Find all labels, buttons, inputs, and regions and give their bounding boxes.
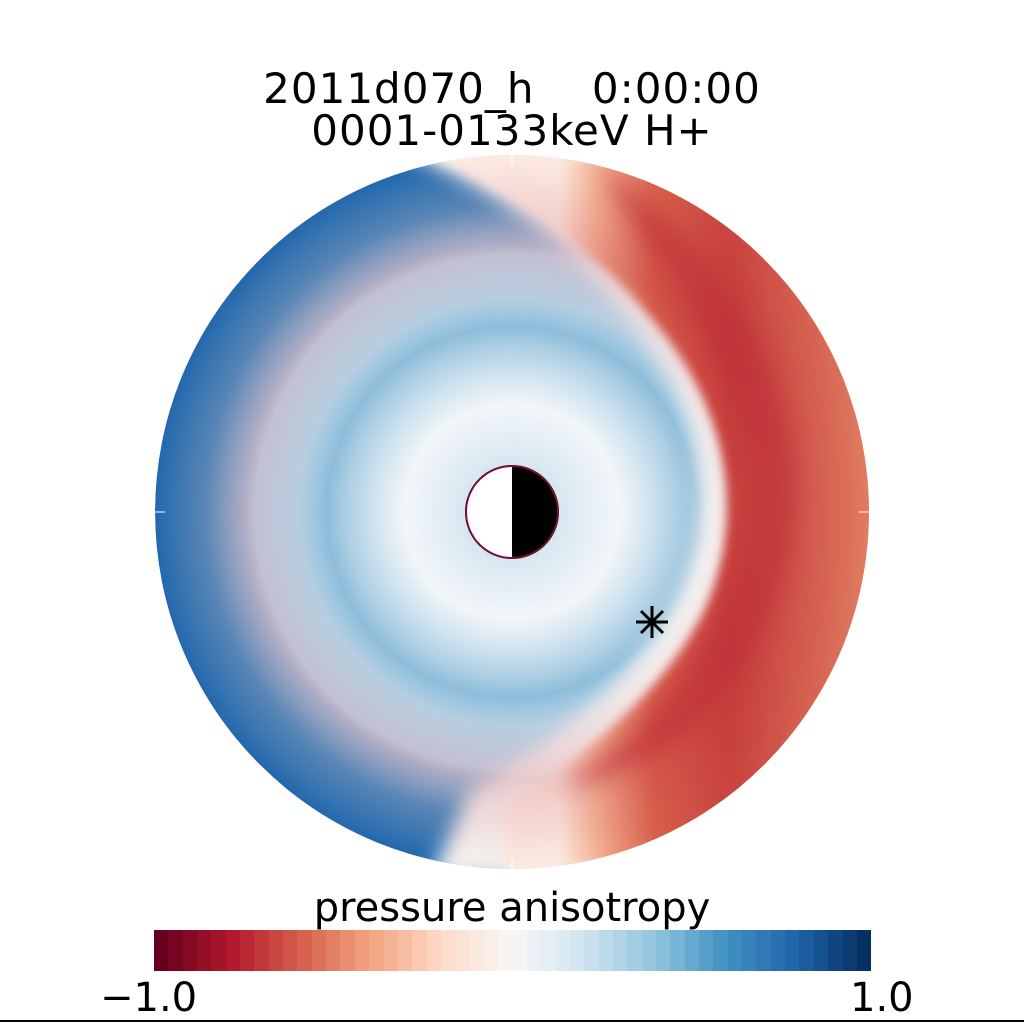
- colorbar-segment: [813, 930, 829, 971]
- colorbar-segment: [369, 930, 384, 971]
- colorbar-segment: [512, 930, 527, 971]
- colorbar-segment: [727, 930, 743, 971]
- colorbar-segment: [670, 930, 685, 971]
- colorbar-segment: [656, 930, 671, 971]
- axis-ticks: [155, 155, 869, 869]
- colorbar-segment: [211, 930, 226, 971]
- colorbar-segment: [555, 930, 570, 971]
- colorbar-segment: [584, 930, 599, 971]
- colorbar-segment: [713, 930, 728, 971]
- colorbar-segment: [383, 930, 398, 971]
- anisotropy-field: [155, 155, 869, 869]
- colorbar-segment: [483, 930, 499, 971]
- bottom-rule: [0, 1020, 1024, 1022]
- planet-night-side: [512, 466, 558, 558]
- planet: [465, 465, 559, 559]
- colorbar-segment: [627, 930, 642, 971]
- colorbar-segment: [770, 930, 786, 971]
- colorbar-segment: [426, 930, 441, 971]
- colorbar-segment: [742, 930, 757, 971]
- colorbar-segment: [197, 930, 212, 971]
- colorbar-segment: [240, 930, 255, 971]
- colorbar-segment: [283, 930, 298, 971]
- colorbar-segment: [613, 930, 628, 971]
- colorbar-segment: [326, 930, 341, 971]
- colorbar-segment: [785, 930, 800, 971]
- colorbar-segment: [756, 930, 771, 971]
- colorbar-segment: [856, 930, 872, 971]
- colorbar-segment: [684, 930, 700, 971]
- colorbar-segment: [397, 930, 413, 971]
- chart-title: 2011d070_h 0:00:00: [263, 64, 761, 113]
- colorbar-segment: [268, 930, 284, 971]
- colorbar-segment: [154, 930, 169, 971]
- colorbar-label: pressure anisotropy: [313, 885, 711, 931]
- colorbar-segment: [440, 930, 456, 971]
- colorbar-segment: [842, 930, 857, 971]
- colorbar-segment: [168, 930, 183, 971]
- colorbar-segment: [225, 930, 241, 971]
- spacecraft-marker: [636, 606, 668, 638]
- colorbar-segment: [311, 930, 327, 971]
- colorbar-segment: [699, 930, 714, 971]
- colorbar-max-label: 1.0: [850, 975, 914, 1021]
- colorbar-segment: [498, 930, 513, 971]
- colorbar-segment: [828, 930, 843, 971]
- colorbar-segment: [412, 930, 427, 971]
- colorbar-segment: [297, 930, 312, 971]
- colorbar-segment: [641, 930, 657, 971]
- planet-day-side: [466, 466, 512, 558]
- planet-outline: [465, 465, 559, 559]
- colorbar-segment: [340, 930, 355, 971]
- colorbar-segment: [469, 930, 484, 971]
- colorbar-segment: [526, 930, 542, 971]
- colorbar-segment: [569, 930, 585, 971]
- colorbar-segment: [254, 930, 269, 971]
- chart-subtitle: 0001-0133keV H+: [311, 106, 713, 155]
- colorbar-segment: [541, 930, 556, 971]
- colorbar-segment: [598, 930, 613, 971]
- colorbar-segment: [799, 930, 814, 971]
- colorbar-segment: [455, 930, 470, 971]
- colorbar-min-label: −1.0: [100, 975, 198, 1021]
- colorbar-segment: [182, 930, 198, 971]
- colorbar: [154, 930, 872, 971]
- colorbar-segment: [354, 930, 370, 971]
